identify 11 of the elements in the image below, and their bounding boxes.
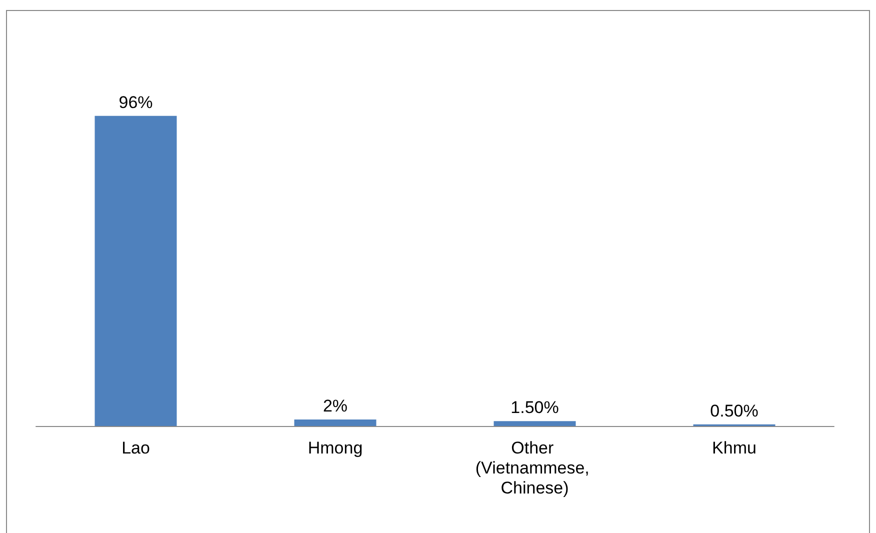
data-label: 1.50% <box>510 398 559 418</box>
data-label: 0.50% <box>710 401 758 420</box>
bar <box>94 116 177 426</box>
x-tick-label: Other (Vietnammese, Chinese) <box>475 438 594 498</box>
bar <box>494 421 576 426</box>
x-tick-label: Lao <box>122 438 150 458</box>
data-label: 2% <box>322 396 348 416</box>
x-tick-label: Khmu <box>712 438 756 458</box>
bar <box>294 420 376 426</box>
x-tick-label: Hmong <box>308 438 363 458</box>
data-label: 96% <box>118 92 153 112</box>
